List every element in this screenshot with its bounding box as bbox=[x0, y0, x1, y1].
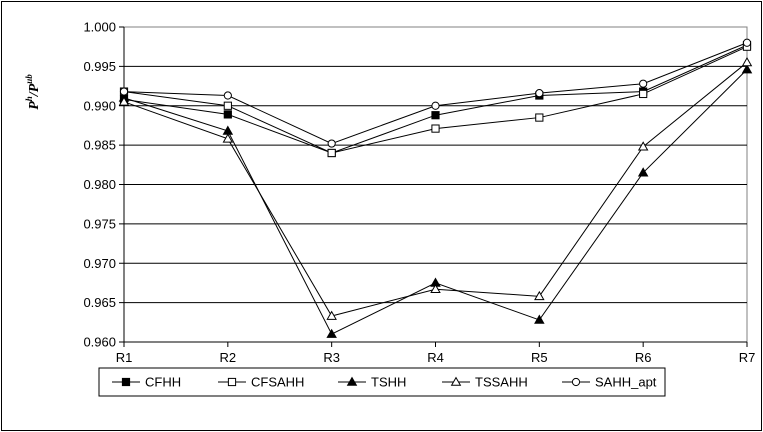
series-tssahh bbox=[118, 57, 753, 320]
data-point-sahh-apt bbox=[119, 87, 129, 96]
legend-label: TSSAHH bbox=[475, 375, 528, 390]
data-point-cfsahh bbox=[535, 113, 544, 122]
legend-marker bbox=[571, 377, 581, 387]
series-line-cfhh bbox=[123, 44, 748, 154]
legend-item-tssahh: TSSAHH bbox=[442, 375, 528, 390]
x-tick-label: R7 bbox=[739, 350, 756, 365]
data-point-sahh-apt bbox=[223, 91, 232, 100]
y-label-sup-h: h bbox=[24, 96, 34, 101]
data-point-sahh-apt bbox=[742, 38, 752, 47]
series-cfhh bbox=[119, 41, 752, 158]
legend-marker bbox=[121, 377, 131, 387]
data-point-sahh-apt bbox=[431, 101, 440, 110]
data-point-tssahh bbox=[118, 96, 130, 106]
y-label-separator: /P bbox=[27, 83, 42, 97]
data-point-cfsahh bbox=[327, 148, 336, 158]
legend-marker bbox=[346, 376, 358, 386]
series-sahh-apt bbox=[119, 38, 752, 148]
series-cfsahh bbox=[119, 42, 752, 158]
data-point-cfhh bbox=[223, 110, 232, 119]
data-point-tssahh bbox=[326, 310, 337, 320]
legend-label: TSHH bbox=[371, 375, 406, 390]
y-tick-label: 0.980 bbox=[83, 177, 116, 192]
series-group bbox=[118, 38, 753, 338]
data-point-tssahh bbox=[430, 283, 441, 294]
data-point-tshh bbox=[534, 314, 545, 324]
data-point-cfsahh bbox=[639, 89, 648, 99]
y-label-sup-ub: ub bbox=[24, 74, 34, 84]
legend-item-sahh-apt: SAHH_apt bbox=[562, 375, 657, 390]
gridlines bbox=[124, 65, 747, 304]
x-tick-label: R3 bbox=[323, 350, 340, 365]
x-tick-label: R4 bbox=[427, 350, 444, 365]
data-point-sahh-apt bbox=[327, 139, 336, 148]
y-axis: 0.960 0.965 0.970 0.975 0.980 0.985 0.990 0.995… bbox=[83, 20, 125, 350]
y-tick-label: 0.960 bbox=[83, 335, 116, 350]
data-point-tshh bbox=[326, 328, 337, 338]
data-point-sahh-apt bbox=[639, 79, 648, 88]
y-tick-label: 0.990 bbox=[83, 98, 116, 113]
data-point-tssahh bbox=[534, 290, 545, 301]
legend-label: CFSAHH bbox=[251, 375, 304, 390]
x-tick-label: R5 bbox=[531, 350, 548, 365]
x-tick-label: R2 bbox=[220, 350, 237, 365]
data-point-cfsahh bbox=[431, 124, 440, 133]
y-tick-label: 0.965 bbox=[83, 295, 116, 310]
x-tick-label: R1 bbox=[116, 350, 133, 365]
legend-label: SAHH_apt bbox=[595, 375, 657, 390]
legend-label: CFHH bbox=[145, 375, 181, 390]
data-point-tshh bbox=[637, 167, 649, 177]
legend-item-cfhh: CFHH bbox=[112, 375, 181, 390]
y-tick-label: 0.995 bbox=[83, 59, 116, 74]
y-tick-label: 0.970 bbox=[83, 256, 116, 271]
legend-marker bbox=[227, 377, 237, 387]
data-point-cfsahh bbox=[223, 101, 232, 110]
x-tick-label: R6 bbox=[635, 350, 652, 365]
y-tick-label: 1.000 bbox=[83, 20, 116, 35]
y-tick-label: 0.975 bbox=[83, 216, 116, 231]
x-axis: R1 R2 R3 R4 R5 R6 R7 bbox=[116, 341, 756, 365]
data-point-cfhh bbox=[431, 111, 440, 120]
legend-marker bbox=[450, 376, 462, 386]
legend-item-cfsahh: CFSAHH bbox=[218, 375, 304, 390]
legend-item-tshh: TSHH bbox=[338, 375, 406, 390]
y-tick-label: 0.985 bbox=[83, 138, 116, 153]
data-point-tshh bbox=[741, 64, 753, 74]
y-axis-label: Ph/Pub bbox=[24, 74, 42, 110]
legend: CFHH CFSAHH TSHH TSSAHH SAHH_apt bbox=[98, 367, 666, 397]
y-label-base: P bbox=[27, 101, 42, 110]
data-point-sahh-apt bbox=[535, 89, 544, 98]
data-point-tssahh bbox=[222, 133, 234, 143]
series-line-cfsahh bbox=[123, 46, 748, 154]
data-point-tssahh bbox=[637, 141, 649, 151]
data-point-tssahh bbox=[741, 57, 753, 67]
